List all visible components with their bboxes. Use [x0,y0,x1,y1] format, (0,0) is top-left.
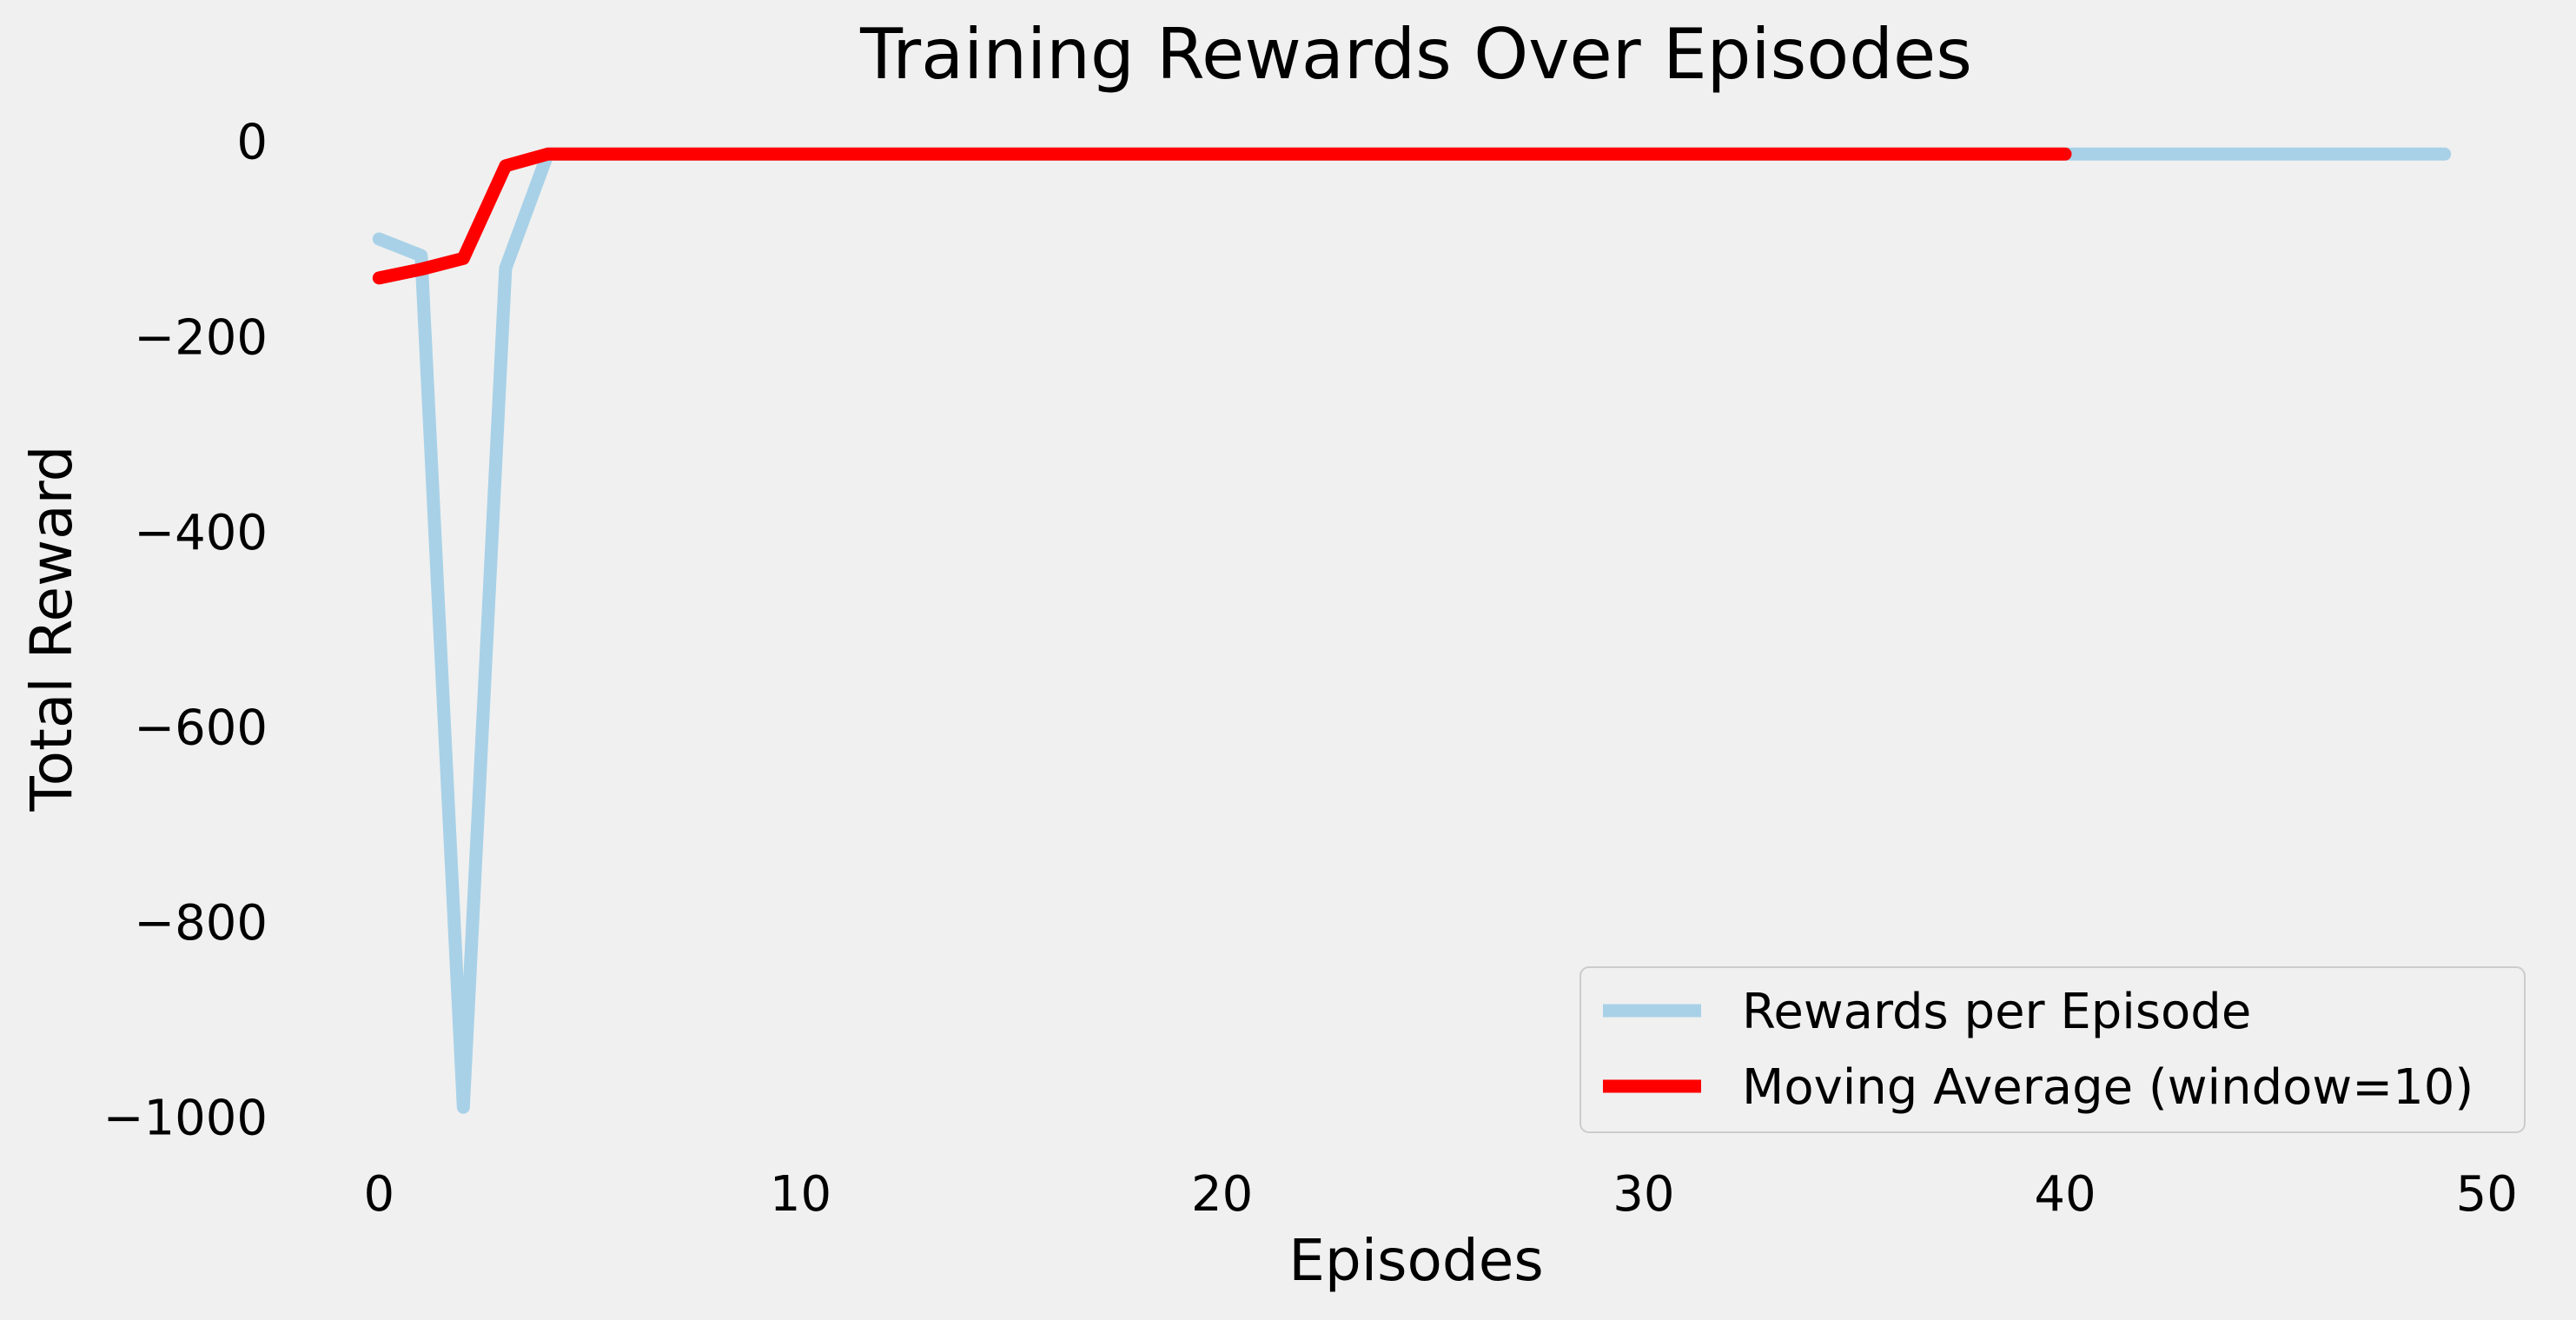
y-tick-label: −800 [134,895,268,952]
y-tick-label: −600 [134,700,268,756]
x-tick-label: 10 [770,1166,831,1223]
y-tick-label: −1000 [103,1090,268,1146]
x-axis-label: Episodes [1288,1227,1544,1294]
x-tick-label: 40 [2034,1166,2096,1223]
x-tick-label: 30 [1612,1166,1674,1223]
legend-box [1579,966,2526,1133]
x-tick-label: 50 [2456,1166,2518,1223]
legend: Rewards per Episode Moving Average (windo… [1579,966,2526,1133]
chart-title: Training Rewards Over Episodes [859,14,1972,95]
y-tick-label: 0 [236,115,268,171]
y-tick-label: −200 [134,309,268,366]
legend-entry-label: Rewards per Episode [1742,984,2251,1040]
series-layer [372,147,2452,1114]
y-tick-label: −400 [134,505,268,561]
x-axis-ticks: 0 10 20 30 40 50 [363,1166,2517,1223]
rewards-per-episode-line [372,147,2452,1114]
y-axis-ticks: 0 −200 −400 −600 −800 −1000 [103,115,268,1147]
x-tick-label: 20 [1191,1166,1253,1223]
y-axis-label: Total Reward [18,446,85,813]
legend-entry-label: Moving Average (window=10) [1742,1059,2473,1116]
moving-average-line [372,147,2072,285]
x-tick-label: 0 [363,1166,394,1223]
